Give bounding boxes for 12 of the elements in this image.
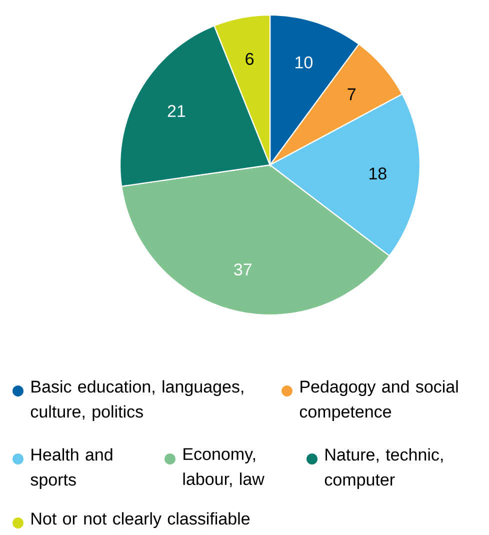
- data-label: 37: [234, 264, 252, 276]
- legend-label: Basic education, languages, culture, politics: [30, 380, 244, 422]
- data-label: 6: [246, 52, 254, 65]
- data-label: 7: [348, 88, 356, 100]
- legend-label: Economy, labour, law: [183, 448, 264, 488]
- data-label: 10: [295, 56, 312, 68]
- data-label: 21: [168, 105, 186, 117]
- legend-label: Health and sports: [30, 448, 112, 490]
- data-label: 18: [369, 168, 386, 180]
- legend-label: Nature, technic, computer: [324, 448, 443, 490]
- legend-label: Pedagogy and social competence: [300, 380, 458, 422]
- legend-label: Not or not clearly classifiable: [31, 512, 250, 528]
